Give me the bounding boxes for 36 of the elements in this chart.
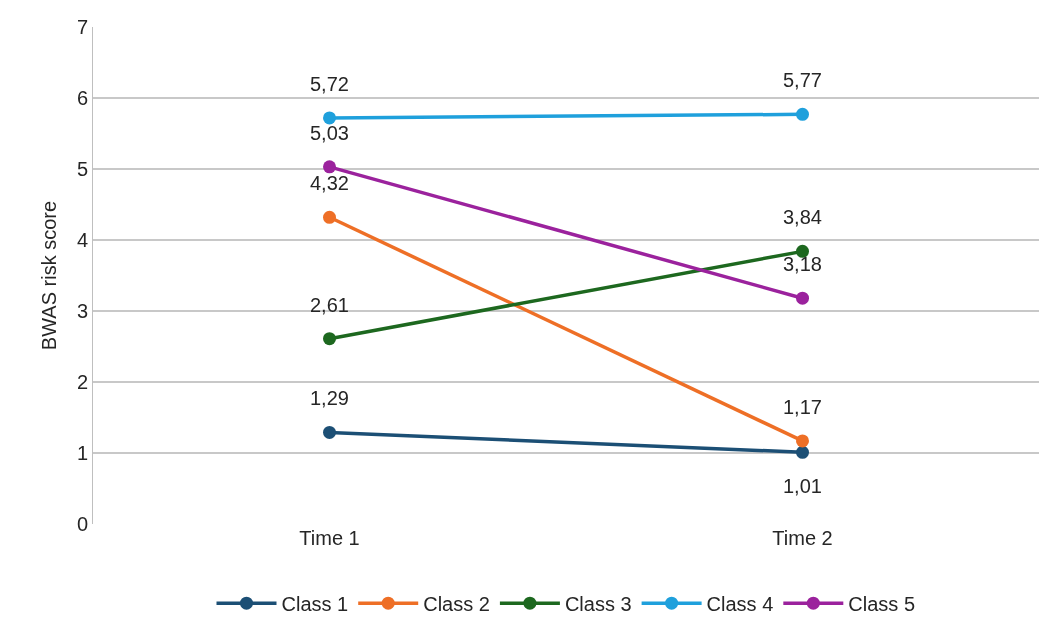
y-tick-label: 6 [76, 87, 88, 109]
data-label: 3,84 [783, 206, 822, 228]
data-label: 5,72 [310, 73, 349, 95]
legend-label: Class 1 [281, 592, 349, 615]
data-label: 3,18 [783, 253, 822, 275]
data-label: 5,77 [783, 69, 822, 91]
legend-label: Class 4 [706, 592, 774, 615]
y-axis-title: BWAS risk score [38, 200, 61, 351]
point [796, 445, 809, 459]
x-tick-label: Time 1 [299, 527, 360, 549]
legend-label: Class 2 [423, 592, 490, 615]
point [323, 332, 336, 346]
legend-label: Class 5 [848, 592, 916, 615]
point [323, 111, 336, 125]
data-label: 4,32 [310, 172, 349, 194]
legend-label: Class 3 [564, 592, 632, 615]
y-tick-label: 5 [76, 158, 88, 180]
data-label: 2,61 [310, 294, 349, 316]
point [323, 210, 336, 224]
y-tick-label: 4 [76, 229, 88, 251]
point [323, 425, 336, 439]
data-label: 5,03 [310, 122, 349, 144]
point [323, 160, 336, 174]
point [796, 434, 809, 448]
data-label: 1,17 [783, 396, 822, 418]
point [796, 107, 809, 121]
point [796, 244, 809, 258]
y-tick-label: 2 [76, 371, 88, 393]
y-tick-label: 0 [76, 513, 88, 535]
y-tick-label: 7 [76, 16, 88, 38]
data-label: 1,29 [310, 387, 349, 409]
x-tick-label: Time 2 [772, 527, 833, 549]
y-tick-label: 3 [76, 300, 88, 322]
data-label: 1,01 [783, 475, 822, 497]
point [796, 291, 809, 305]
y-tick-label: 1 [76, 442, 88, 464]
